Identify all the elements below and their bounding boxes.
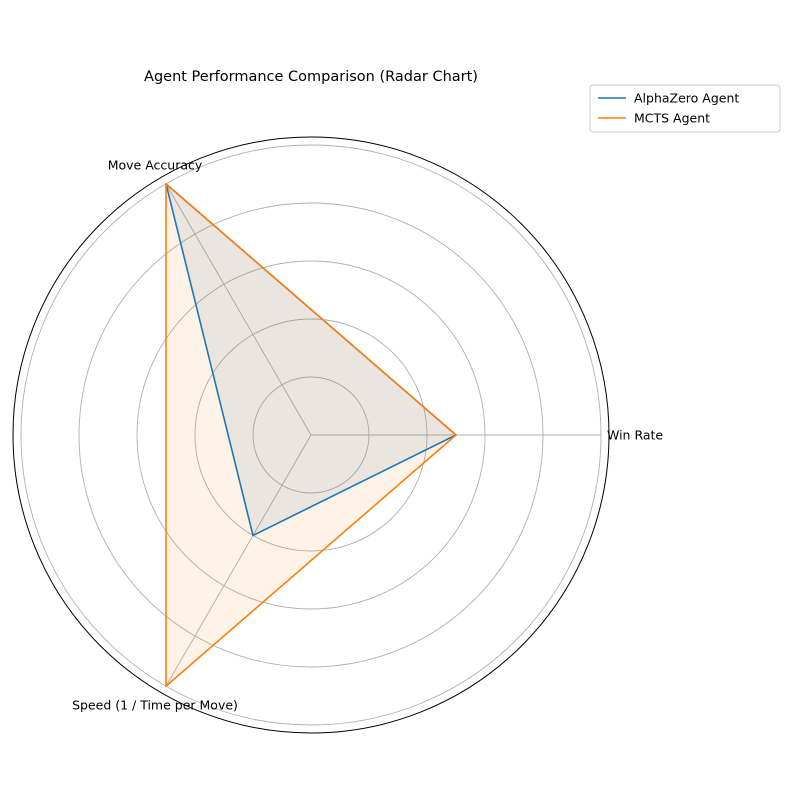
chart-title: Agent Performance Comparison (Radar Char… (144, 69, 478, 85)
spoke-2 (165, 434, 312, 687)
polar-frame (12, 136, 610, 734)
category-label-0: Win Rate (607, 428, 663, 443)
category-labels: Win Rate Move Accuracy Speed (1 / Time per… (72, 157, 663, 712)
series-group (165, 183, 457, 687)
category-label-1: Move Accuracy (108, 157, 203, 172)
legend-label-mcts: MCTS Agent (634, 111, 710, 126)
legend-frame (589, 84, 781, 133)
series-line-1 (165, 183, 457, 687)
legend-label-alphazero: AlphaZero Agent (634, 91, 739, 106)
legend: AlphaZero Agent MCTS Agent (589, 84, 781, 133)
spoke-1 (165, 183, 312, 436)
category-label-2: Speed (1 / Time per Move) (72, 698, 238, 713)
series-fill-1 (166, 183, 456, 687)
series-fill-0 (166, 183, 456, 536)
